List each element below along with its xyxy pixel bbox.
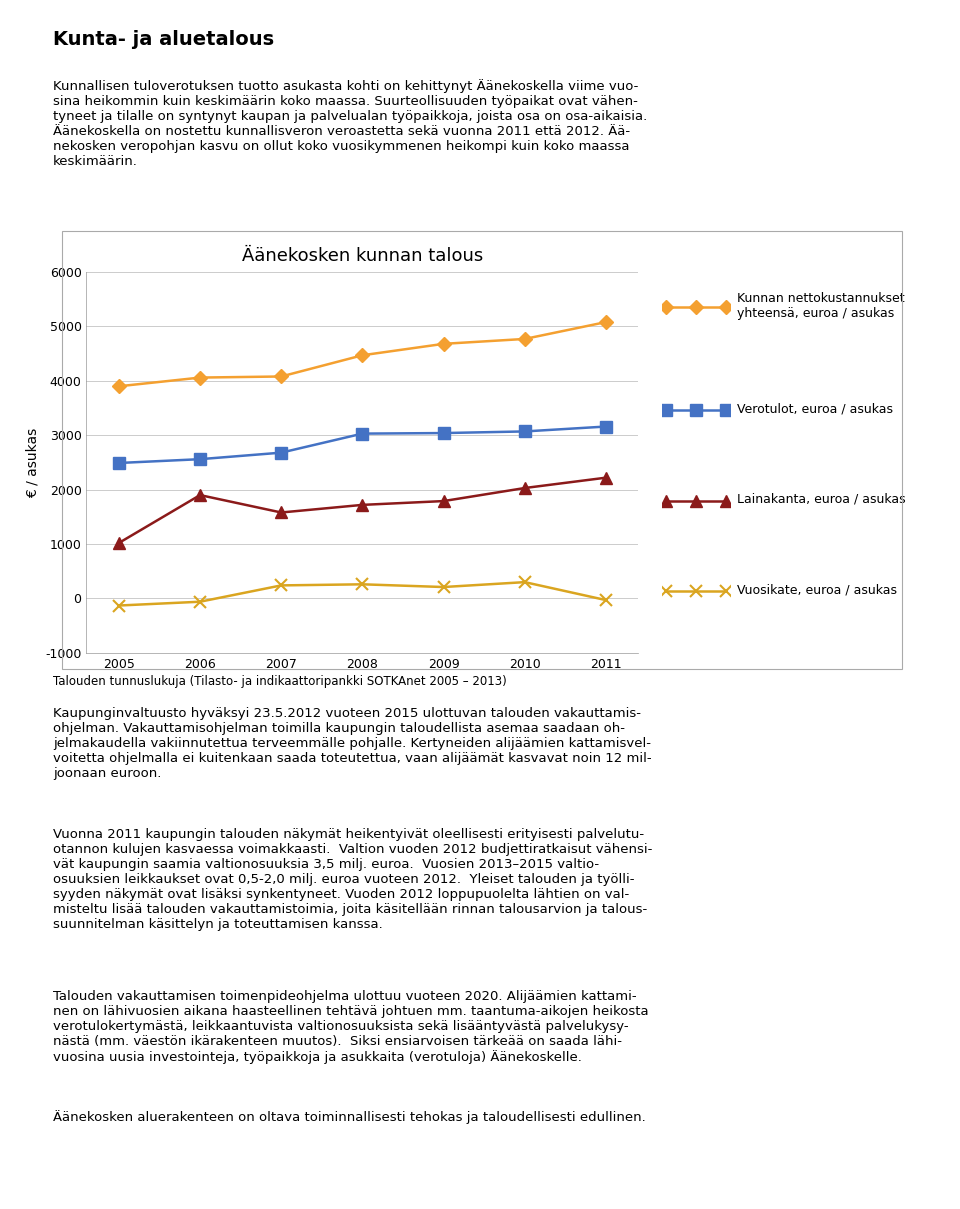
Lainakanta, euroa / asukas [438,493,449,508]
Lainakanta, euroa / asukas [194,487,205,503]
Kunnan nettokustannukset
yhteensä, euroa / asukas [519,331,531,346]
Text: Äänekosken aluerakenteen on oltava toiminnallisesti tehokas ja taloudellisesti e: Äänekosken aluerakenteen on oltava toimi… [53,1110,645,1124]
Vuosikate, euroa / asukas [113,598,125,613]
Kunnan nettokustannukset
yhteensä, euroa / asukas [356,348,368,363]
Kunnan nettokustannukset
yhteensä, euroa / asukas [113,380,125,394]
Vuosikate, euroa / asukas [438,580,449,595]
Text: Lainakanta, euroa / asukas: Lainakanta, euroa / asukas [737,493,906,505]
Text: Kunnallisen tuloverotuksen tuotto asukasta kohti on kehittynyt Äänekoskella viim: Kunnallisen tuloverotuksen tuotto asukas… [53,79,647,168]
Line: Lainakanta, euroa / asukas: Lainakanta, euroa / asukas [113,473,612,549]
Line: Verotulot, euroa / asukas: Verotulot, euroa / asukas [113,421,612,469]
Lainakanta, euroa / asukas [600,470,612,485]
Verotulot, euroa / asukas [113,456,125,470]
Verotulot, euroa / asukas [438,426,449,440]
Vuosikate, euroa / asukas [276,578,287,592]
Kunnan nettokustannukset
yhteensä, euroa / asukas [438,336,449,351]
Verotulot, euroa / asukas [194,452,205,467]
Lainakanta, euroa / asukas [519,481,531,496]
Vuosikate, euroa / asukas [600,592,612,607]
Text: Kunta- ja aluetalous: Kunta- ja aluetalous [53,30,274,50]
Vuosikate, euroa / asukas [356,577,368,591]
Y-axis label: € / asukas: € / asukas [26,427,39,498]
Vuosikate, euroa / asukas [519,575,531,590]
Lainakanta, euroa / asukas [276,505,287,520]
Lainakanta, euroa / asukas [113,536,125,550]
Lainakanta, euroa / asukas [356,498,368,513]
Kunnan nettokustannukset
yhteensä, euroa / asukas [276,369,287,383]
Verotulot, euroa / asukas [356,427,368,441]
Verotulot, euroa / asukas [276,445,287,459]
Text: Vuonna 2011 kaupungin talouden näkymät heikentyivät oleellisesti erityisesti pal: Vuonna 2011 kaupungin talouden näkymät h… [53,827,652,931]
Text: Talouden tunnuslukuja (Tilasto- ja indikaattoripankki SOTKAnet 2005 – 2013): Talouden tunnuslukuja (Tilasto- ja indik… [53,675,507,688]
Text: Verotulot, euroa / asukas: Verotulot, euroa / asukas [737,403,893,415]
Text: Vuosikate, euroa / asukas: Vuosikate, euroa / asukas [737,584,898,596]
Line: Vuosikate, euroa / asukas: Vuosikate, euroa / asukas [113,577,612,611]
Verotulot, euroa / asukas [600,420,612,434]
Text: Talouden vakauttamisen toimenpideohjelma ulottuu vuoteen 2020. Alijäämien kattam: Talouden vakauttamisen toimenpideohjelma… [53,990,648,1064]
Title: Äänekosken kunnan talous: Äänekosken kunnan talous [242,247,483,265]
Kunnan nettokustannukset
yhteensä, euroa / asukas [600,314,612,329]
Text: Kunnan nettokustannukset
yhteensä, euroa / asukas: Kunnan nettokustannukset yhteensä, euroa… [737,291,905,320]
Text: Kaupunginvaltuusto hyväksyi 23.5.2012 vuoteen 2015 ulottuvan talouden vakauttami: Kaupunginvaltuusto hyväksyi 23.5.2012 vu… [53,707,652,780]
Verotulot, euroa / asukas [519,424,531,439]
Vuosikate, euroa / asukas [194,595,205,609]
Kunnan nettokustannukset
yhteensä, euroa / asukas [194,370,205,384]
Line: Kunnan nettokustannukset
yhteensä, euroa / asukas: Kunnan nettokustannukset yhteensä, euroa… [114,317,611,392]
